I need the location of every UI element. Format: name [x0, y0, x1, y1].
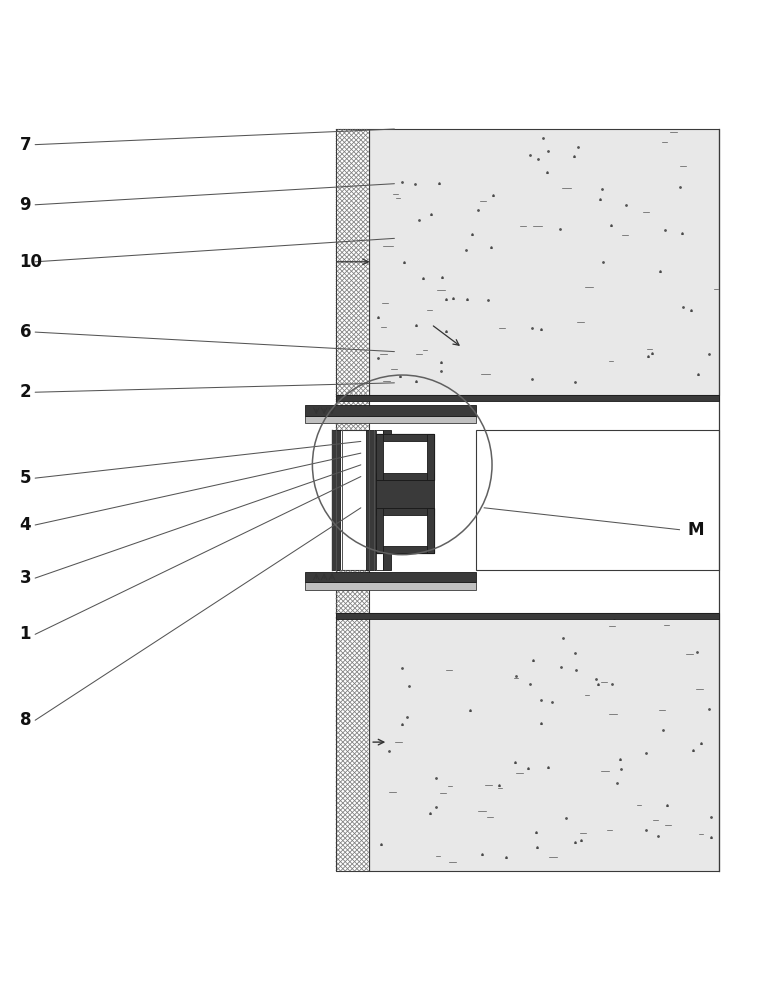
Bar — [376, 508, 434, 515]
Bar — [383, 430, 391, 570]
Bar — [376, 546, 434, 553]
Bar — [369, 129, 719, 395]
Text: 5: 5 — [20, 469, 31, 487]
Bar — [336, 613, 719, 619]
Text: 8: 8 — [20, 711, 31, 729]
Bar — [336, 613, 369, 871]
Text: 6: 6 — [20, 323, 31, 341]
Bar — [336, 129, 369, 395]
Bar — [376, 508, 383, 553]
Bar — [305, 405, 476, 416]
Bar — [427, 508, 434, 553]
Bar — [305, 572, 476, 582]
Bar — [376, 434, 434, 480]
Bar — [305, 416, 476, 423]
Bar — [332, 430, 340, 570]
Bar — [305, 430, 376, 570]
Bar — [305, 582, 476, 590]
Bar — [336, 570, 369, 613]
Bar — [376, 430, 383, 570]
Bar — [476, 430, 719, 570]
Bar — [366, 430, 376, 570]
Text: 3: 3 — [20, 569, 31, 587]
Bar — [376, 480, 434, 508]
Text: 1: 1 — [20, 625, 31, 643]
Text: 10: 10 — [20, 253, 42, 271]
Text: 7: 7 — [20, 136, 31, 154]
Bar — [336, 395, 719, 401]
Bar — [376, 434, 434, 441]
Text: 2: 2 — [20, 383, 31, 401]
Bar — [376, 508, 434, 553]
Bar — [369, 613, 719, 871]
Text: M: M — [687, 521, 704, 539]
Bar — [336, 395, 369, 430]
Bar — [376, 473, 434, 480]
Bar — [376, 434, 383, 480]
Text: 4: 4 — [20, 516, 31, 534]
Text: 9: 9 — [20, 196, 31, 214]
Bar — [427, 434, 434, 480]
